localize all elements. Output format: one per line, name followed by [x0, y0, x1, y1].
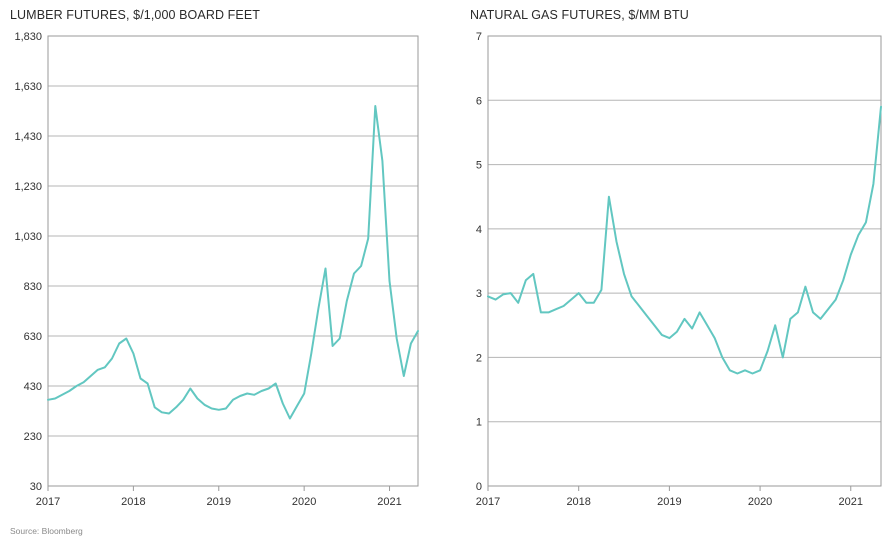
gas-y-tick-label: 0	[476, 481, 482, 493]
lumber-y-tick-label: 1,430	[14, 131, 42, 143]
gas-chart-title: NATURAL GAS FUTURES, $/MM BTU	[470, 8, 689, 22]
lumber-y-tick-label: 230	[24, 431, 42, 443]
lumber-series-line	[47, 105, 419, 420]
gas-y-tick-label: 5	[476, 160, 482, 172]
lumber-x-tick-label: 2018	[121, 496, 145, 508]
lumber-x-tick-label: 2019	[207, 496, 231, 508]
gas-plot-frame	[487, 35, 882, 487]
gas-x-tick-label: 2018	[566, 496, 590, 508]
gas-y-tick-label: 6	[476, 95, 482, 107]
gas-x-tick-label: 2019	[657, 496, 681, 508]
gas-y-tick-label: 3	[476, 288, 482, 300]
lumber-y-tick-label: 830	[24, 281, 42, 293]
gas-y-tick-label: 2	[476, 352, 482, 364]
lumber-y-tick-label: 630	[24, 331, 42, 343]
lumber-x-tick-label: 2020	[292, 496, 316, 508]
lumber-chart: 1,830 1,630 1,430 1,230 1,030 830 630 430 230 30 2…	[14, 31, 419, 508]
lumber-x-tick-label: 2017	[36, 496, 60, 508]
gas-x-tick-label: 2020	[748, 496, 772, 508]
lumber-y-tick-label: 1,030	[14, 231, 42, 243]
source-note: Source: Bloomberg	[10, 526, 83, 536]
lumber-chart-title: LUMBER FUTURES, $/1,000 BOARD FEET	[10, 8, 260, 22]
lumber-y-tick-label: 1,630	[14, 81, 42, 93]
gas-y-tick-label: 1	[476, 417, 482, 429]
gas-series-line	[487, 105, 882, 375]
lumber-y-tick-label: 430	[24, 381, 42, 393]
lumber-plot-frame	[47, 35, 419, 487]
gas-y-tick-label: 4	[476, 224, 482, 236]
lumber-x-tick-label: 2021	[377, 496, 401, 508]
lumber-y-tick-label: 1,830	[14, 31, 42, 43]
lumber-y-tick-label: 30	[30, 481, 42, 493]
lumber-y-tick-label: 1,230	[14, 181, 42, 193]
gas-x-tick-label: 2017	[476, 496, 500, 508]
gas-y-tick-label: 7	[476, 31, 482, 43]
gas-chart: 7 6 5 4 3 2 1 0 2017 2018 2019 2020 2021	[476, 31, 882, 508]
gas-x-tick-label: 2021	[839, 496, 863, 508]
